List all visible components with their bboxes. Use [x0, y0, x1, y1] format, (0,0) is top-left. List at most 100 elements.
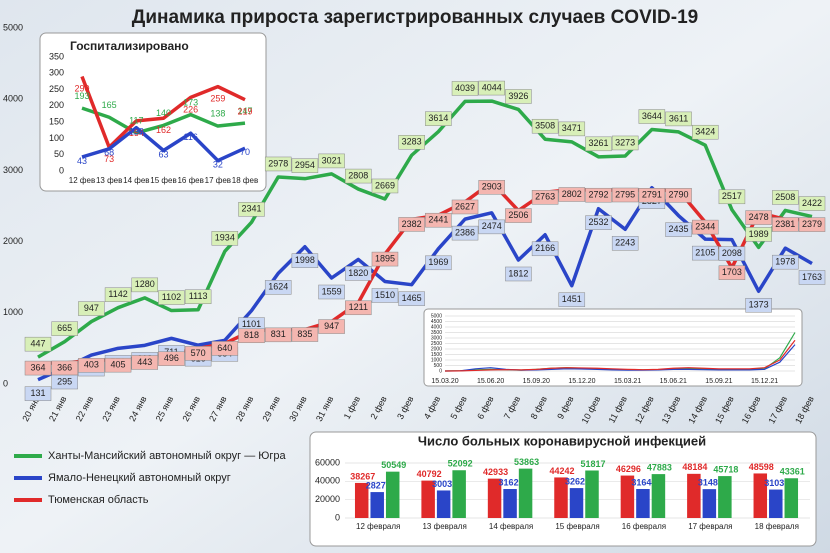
data-label: 165 — [102, 100, 117, 110]
data-label-box — [211, 231, 239, 246]
data-label: 2386 — [455, 227, 475, 237]
data-label-box — [505, 89, 532, 104]
bar — [385, 471, 400, 518]
data-label: 2763 — [535, 192, 555, 202]
data-label: 117 — [129, 116, 143, 126]
data-label: 63 — [158, 149, 168, 159]
data-label-box — [398, 291, 425, 306]
data-label: 38267 — [350, 471, 375, 481]
data-label: 3021 — [322, 155, 342, 165]
data-label: 1812 — [508, 268, 528, 278]
inset-title: Число больных коронавирусной инфекцией — [418, 433, 706, 448]
data-label-box — [425, 255, 452, 271]
data-label: 30032 — [432, 479, 457, 489]
y-tick-label: 300 — [49, 68, 64, 78]
data-label: 2341 — [242, 204, 262, 214]
data-label-box — [611, 236, 639, 251]
y-tick-label: 0 — [439, 368, 442, 374]
bar — [784, 478, 799, 518]
data-label-box — [184, 346, 212, 361]
data-label-box — [78, 358, 105, 373]
inset-panel — [39, 32, 267, 192]
y-tick-label: 4000 — [431, 324, 442, 330]
data-label-box — [238, 328, 265, 344]
data-label-box — [531, 190, 559, 205]
data-label-box — [451, 199, 479, 215]
legend-label: Ямало-Ненецкий автономный округ — [48, 472, 231, 484]
data-label: 1989 — [749, 229, 769, 239]
data-label: 3261 — [588, 138, 608, 148]
y-tick-label: 2000 — [3, 236, 23, 246]
data-label: 31644 — [631, 477, 656, 487]
data-label: 173 — [183, 97, 198, 107]
data-label: 2508 — [775, 192, 795, 202]
data-label: 2808 — [348, 170, 368, 180]
data-label: 219 — [237, 107, 252, 117]
data-label: 447 — [30, 339, 45, 349]
data-label: 31030 — [764, 478, 789, 488]
bar — [487, 478, 502, 518]
y-tick-label: 150 — [49, 117, 64, 127]
x-tick-label: 18 февраля — [755, 522, 799, 531]
data-label-box — [478, 180, 505, 195]
y-tick-label: 2000 — [431, 346, 442, 352]
bar — [620, 475, 635, 518]
data-label: 2474 — [482, 221, 502, 231]
data-label-box — [611, 135, 639, 151]
data-label: 3508 — [535, 121, 555, 131]
data-label-box — [291, 158, 319, 173]
data-label: 818 — [244, 330, 259, 340]
data-label: 28277 — [366, 480, 391, 490]
x-tick-label: 16 фев — [177, 176, 203, 185]
data-label: 2627 — [455, 201, 475, 211]
y-tick-label: 1000 — [3, 307, 23, 317]
data-label: 640 — [217, 343, 232, 353]
bar — [702, 489, 717, 518]
data-label: 570 — [191, 348, 206, 358]
data-label: 1998 — [295, 255, 315, 265]
data-label: 138 — [210, 109, 225, 119]
data-label: 1280 — [135, 279, 155, 289]
data-label: 2517 — [722, 191, 742, 201]
data-label: 2954 — [295, 160, 315, 170]
data-label: 2105 — [695, 247, 715, 257]
data-label: 42933 — [483, 467, 508, 477]
data-label-box — [318, 319, 345, 334]
data-label-box — [585, 187, 612, 203]
x-tick-label: 15.06.21 — [660, 378, 687, 385]
data-label-box — [238, 202, 265, 217]
chart-title: Динамика прироста зарегистрированных слу… — [132, 7, 698, 28]
data-label: 1559 — [322, 286, 342, 296]
data-label: 32621 — [565, 476, 590, 486]
legend-label: Тюменская область — [48, 494, 149, 506]
y-tick-label: 4000 — [3, 94, 23, 104]
data-label: 3926 — [508, 91, 528, 101]
data-label: 831 — [271, 329, 286, 339]
x-tick-label: 13 фев — [96, 176, 122, 185]
y-tick-label: 2500 — [431, 341, 442, 347]
bar — [687, 473, 701, 518]
y-tick-label: 3000 — [431, 335, 442, 341]
y-tick-label: 5000 — [431, 313, 442, 319]
data-label: 46296 — [616, 464, 641, 474]
data-label: 2802 — [562, 189, 582, 199]
data-label: 162 — [156, 125, 171, 135]
data-label-box — [638, 109, 666, 124]
x-tick-label: 13 февраля — [422, 522, 466, 531]
data-label: 31487 — [698, 478, 723, 488]
data-label: 131 — [30, 388, 45, 398]
data-label: 290 — [74, 84, 89, 94]
data-label: 2506 — [508, 210, 528, 220]
data-label: 665 — [57, 323, 72, 333]
data-label: 51817 — [580, 459, 605, 469]
x-tick-label: 17 фев — [205, 176, 231, 185]
data-label-box — [531, 118, 559, 134]
data-label: 835 — [297, 329, 312, 339]
data-label-box — [478, 80, 505, 96]
data-label: 496 — [164, 353, 179, 363]
data-label: 1624 — [268, 282, 288, 292]
data-label-box — [264, 156, 292, 172]
data-label: 193 — [74, 91, 89, 101]
data-label: 2795 — [615, 189, 635, 199]
